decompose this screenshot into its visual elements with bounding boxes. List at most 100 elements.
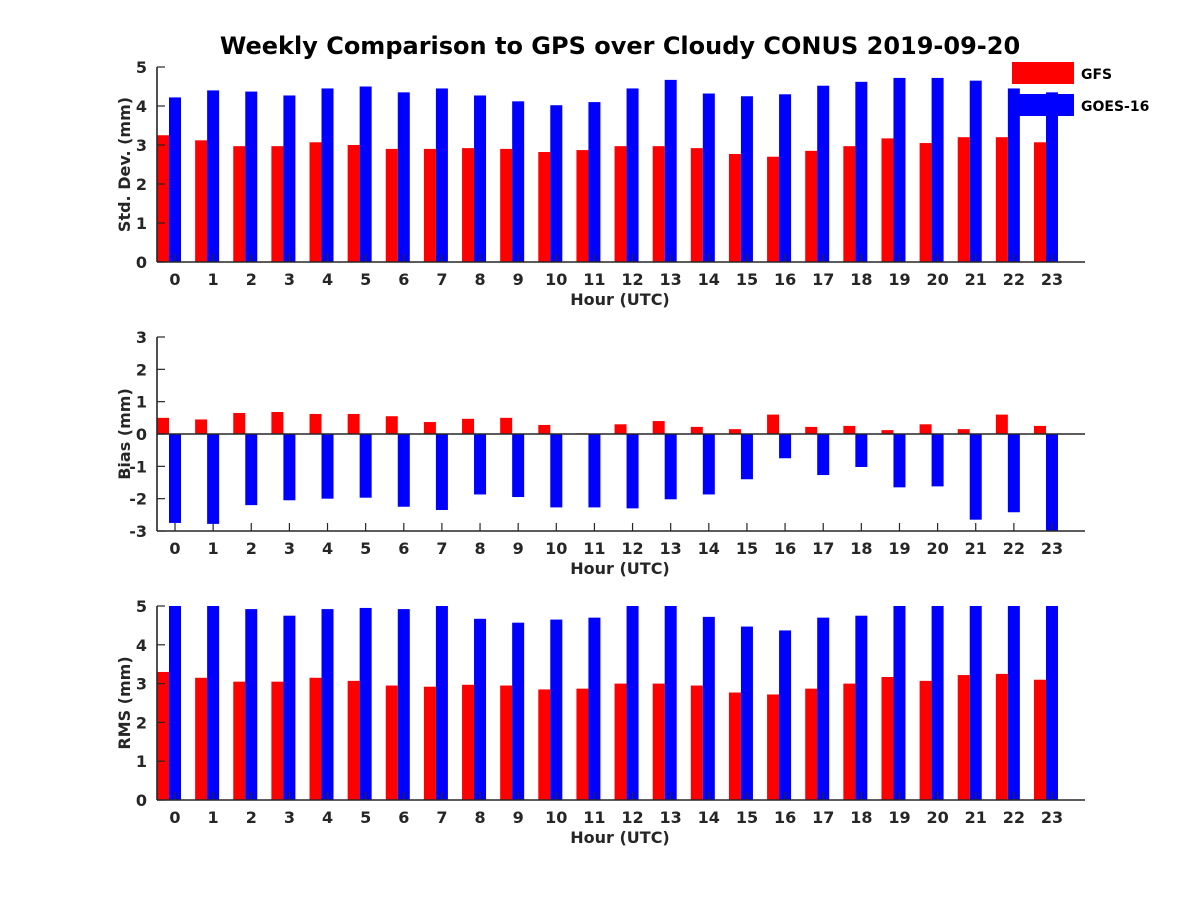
bar-gfs-p2-h2 [233,412,246,434]
bar-gfs-p1-h19 [881,138,894,262]
bar-gfs-p2-h17 [805,426,818,434]
x-tick-label: 7 [436,808,447,827]
bar-gfs-p1-h17 [805,150,818,262]
bar-goes16-p1-h13 [664,79,677,263]
bar-goes16-p2-h0 [169,434,181,523]
bar-goes16-p3-h17 [817,617,830,800]
bar-goes16-p3-h8 [474,618,487,800]
x-tick-label: 20 [926,539,948,558]
bar-goes16-p2-h5 [359,434,372,498]
x-tick-label: 12 [621,539,643,558]
bar-goes16-p2-h10 [550,434,563,508]
bar-goes16-p2-h12 [626,434,639,509]
x-axis-label: Hour (UTC) [570,559,670,578]
bar-gfs-p3-h0 [157,671,169,800]
bar-gfs-p3-h8 [462,684,475,800]
x-tick-label: 1 [208,539,219,558]
x-tick-label: 7 [436,270,447,289]
bar-gfs-p2-h1 [195,419,208,434]
y-tick-label: 4 [136,636,147,655]
bar-gfs-p1-h16 [767,156,780,262]
x-tick-label: 1 [208,270,219,289]
x-tick-label: 16 [774,270,796,289]
bar-gfs-p2-h4 [309,413,322,434]
bar-gfs-p3-h6 [385,685,398,800]
bar-goes16-p1-h9 [512,101,525,262]
x-tick-label: 6 [398,808,409,827]
bar-gfs-p2-h18 [843,425,856,434]
bar-goes16-p3-h3 [283,615,296,800]
bar-goes16-p1-h8 [474,95,487,262]
x-axis-label: Hour (UTC) [570,290,670,309]
bar-gfs-p3-h7 [423,686,436,800]
bar-gfs-p2-h22 [995,414,1008,434]
bar-gfs-p2-h15 [728,429,741,434]
x-tick-label: 16 [774,539,796,558]
bar-goes16-p3-h15 [740,626,753,800]
bar-goes16-p1-h14 [702,93,715,263]
y-tick-label: 2 [136,713,147,732]
y-tick-label: 2 [136,175,147,194]
x-tick-label: 5 [360,539,371,558]
y-tick-label: 2 [136,360,147,379]
bar-gfs-p1-h2 [233,146,246,262]
bar-gfs-p3-h14 [690,685,703,800]
bar-goes16-p2-h4 [321,434,334,499]
bar-gfs-p1-h23 [1033,142,1046,262]
y-tick-label: -2 [129,490,147,509]
bar-goes16-p1-h1 [207,90,220,263]
x-tick-label: 14 [698,539,720,558]
x-tick-label: 4 [322,539,333,558]
x-tick-label: 2 [246,270,257,289]
x-tick-label: 9 [513,539,524,558]
bar-gfs-p3-h23 [1033,679,1046,800]
x-tick-label: 21 [965,808,987,827]
y-tick-label: -3 [129,522,147,541]
bar-goes16-p3-h22 [1007,606,1020,800]
x-tick-label: 20 [926,270,948,289]
y-tick-label: 4 [136,97,147,116]
bar-gfs-p2-h20 [919,424,932,434]
bar-gfs-p2-h16 [767,414,780,434]
x-tick-label: 0 [169,808,180,827]
y-tick-label: 0 [136,253,147,272]
bar-goes16-p1-h22 [1007,88,1020,262]
x-tick-label: 19 [888,808,910,827]
bar-gfs-p1-h14 [690,148,703,262]
x-tick-label: 11 [583,539,605,558]
bar-goes16-p2-h8 [474,434,487,495]
legend-item-goes16: GOES-16 [1012,94,1149,116]
x-tick-label: 19 [888,270,910,289]
y-tick-label: 0 [136,425,147,444]
x-tick-label: 3 [284,270,295,289]
bar-goes16-p3-h14 [702,616,715,800]
bar-goes16-p2-h20 [931,434,944,487]
bar-gfs-p2-h19 [881,430,894,434]
x-tick-label: 5 [360,270,371,289]
y-axis-label: Std. Dev. (mm) [115,97,134,232]
bar-gfs-p3-h2 [233,681,246,800]
x-tick-label: 22 [1003,539,1025,558]
x-tick-label: 6 [398,539,409,558]
bar-goes16-p3-h0 [169,606,181,800]
bar-gfs-p2-h3 [271,412,284,434]
y-tick-label: 1 [136,214,147,233]
bar-gfs-p2-h6 [385,416,398,434]
bar-goes16-p2-h23 [1045,434,1058,531]
bar-gfs-p1-h22 [995,137,1008,262]
x-tick-label: 23 [1041,808,1063,827]
x-tick-label: 18 [850,539,872,558]
bar-goes16-p2-h19 [893,434,906,488]
bar-gfs-p1-h21 [957,137,970,262]
bar-goes16-p1-h11 [588,102,601,262]
x-tick-label: 0 [169,270,180,289]
bar-goes16-p1-h5 [359,86,372,262]
bar-goes16-p1-h6 [397,92,410,262]
bar-gfs-p3-h21 [957,675,970,800]
bar-gfs-p1-h6 [385,148,398,262]
x-tick-label: 10 [545,808,567,827]
bar-goes16-p1-h16 [779,94,792,262]
bar-gfs-p3-h11 [576,688,589,800]
